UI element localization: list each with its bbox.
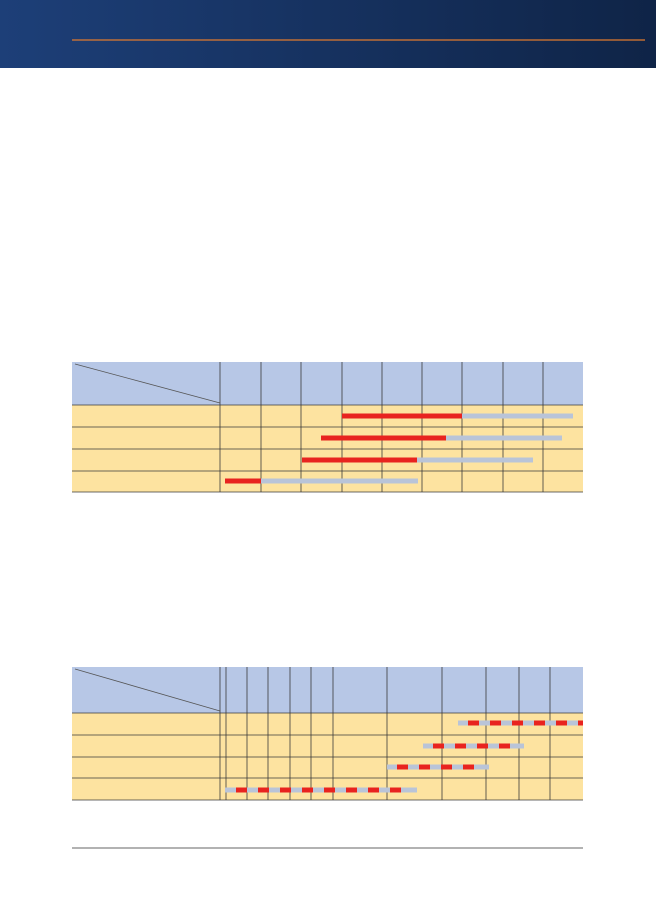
schedule-table-1 xyxy=(72,362,583,493)
header-diagonal xyxy=(74,668,221,712)
schedule-table-2 xyxy=(72,667,583,801)
table-body xyxy=(72,713,583,800)
header-diagonal xyxy=(74,363,221,404)
table-header-row xyxy=(72,667,583,713)
header-band xyxy=(0,0,656,68)
table-header-row xyxy=(72,362,583,405)
table-grid xyxy=(72,667,583,801)
timeline-bars xyxy=(225,413,573,484)
timeline-bars xyxy=(225,720,583,793)
table-body xyxy=(72,405,583,492)
table-grid xyxy=(72,362,583,493)
